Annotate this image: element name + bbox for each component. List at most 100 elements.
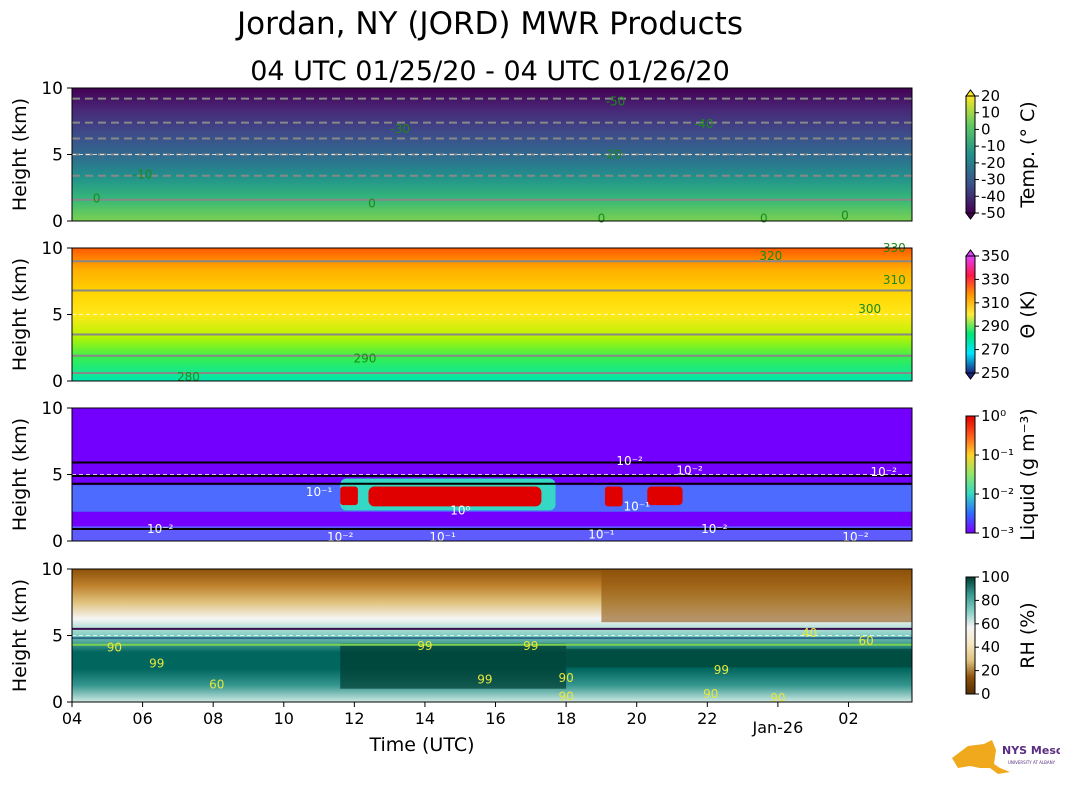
y-tick-label: 0 [52,372,63,392]
colorbar-tick-label: 250 [981,364,1010,382]
contour-label: -20 [602,148,622,162]
contour-label: 0 [368,197,376,211]
colorbar-label: RH (%) [1017,602,1039,668]
contour-label: 10⁻² [701,522,728,536]
x-axis-label: Time (UTC) [368,734,474,756]
colorbar-tick-label: 10⁻² [981,485,1014,503]
contour-label: 99 [417,639,432,653]
contour-label: 99 [714,663,729,677]
colorbar-tick-label: -50 [981,204,1006,222]
contour-label: 10⁻² [616,454,643,468]
contour-label: 99 [477,672,492,686]
contour-label: 99 [523,639,538,653]
contour-label: 60 [209,678,224,692]
colorbar-tick-label: 20 [981,662,1000,680]
colorbar-tick-label: 330 [981,270,1010,288]
colorbar-tick-label: 350 [981,247,1010,265]
colorbar-label: Θ (K) [1017,290,1039,338]
page-title: Jordan, NY (JORD) MWR Products [237,6,743,42]
ny-state-map-icon [952,740,1010,774]
colorbar-tick-label: 270 [981,341,1010,359]
logo-subtext: UNIVERSITY AT ALBANY [1008,760,1056,765]
contour-label: 10⁻² [327,530,354,544]
colorbar-tick-label: 40 [981,638,1000,656]
contour-label: 280 [177,370,200,384]
colorbar-tick-label: -10 [981,137,1006,155]
contour-label: 290 [353,351,376,365]
colorbar [965,415,976,534]
panel-liquid: 10⁻² 10⁻² 10⁻² 10⁻¹ 10⁰ 10⁻¹ 10⁻² 10⁻² 10⁻¹ 10⁻¹ 1… [9,399,1039,552]
contour-label: 90 [703,687,718,701]
colorbar-tick-label: 80 [981,591,1000,609]
x-tick-label: 18 [556,709,576,728]
colorbar-tick-label: -20 [981,154,1006,172]
colorbar [965,95,976,214]
nys-mesonet-logo: NYS Mesonet UNIVERSITY AT ALBANY [950,738,1066,778]
colorbar-tick-label: 20 [981,87,1000,105]
colorbar-tick-label: 310 [981,294,1010,312]
colorbar-label: Liquid (g m⁻³) [1017,408,1039,540]
colorbar-tick-label: 0 [981,685,991,703]
contour-label: 90 [107,640,122,654]
contour-label: 40 [802,626,817,640]
x-tick-label: 20 [627,709,647,728]
contour-label: 10⁻¹ [623,499,650,513]
y-axis-label: Height (km) [9,418,31,531]
contour-label: 10⁻¹ [588,527,615,541]
colorbar-tick-label: 10⁰ [981,407,1006,425]
y-axis-label: Height (km) [9,98,31,211]
x-tick-label: 06 [132,709,152,728]
y-axis-label: Height (km) [9,258,31,371]
y-tick-label: 10 [41,239,63,259]
y-tick-label: 5 [52,146,63,166]
contour-label: 0 [93,191,101,205]
y-tick-label: 0 [52,693,63,713]
contour-label: 10⁻² [147,522,174,536]
colorbar-tick-label: 290 [981,317,1010,335]
contour-label: 99 [149,656,164,670]
y-tick-label: 0 [52,532,63,552]
x-tick-label: Jan-26 [751,718,803,737]
contour-label: 300 [858,302,881,316]
y-axis-label: Height (km) [9,579,31,692]
colorbar-tick-label: 10⁻¹ [981,446,1014,464]
y-tick-label: 5 [52,627,63,647]
contour-label: 0 [598,211,606,225]
contour-label: 0 [760,211,768,225]
contour-label: 10⁻² [871,465,898,479]
y-tick-label: 5 [52,466,63,486]
x-tick-label: 22 [697,709,717,728]
x-tick-label: 04 [62,709,82,728]
contour-label: 10⁻² [842,530,869,544]
x-tick-label: 10 [274,709,294,728]
colorbar-tick-label: -40 [981,187,1006,205]
colorbar-tick-label: -30 [981,171,1006,189]
x-tick-label: 08 [203,709,223,728]
contour-label: 90 [558,671,573,685]
contour-label: 90 [558,690,573,704]
colorbar-label: Temp. (° C) [1017,101,1039,208]
colorbar [965,576,976,695]
contour-label: -50 [606,94,626,108]
chart-subtitle: 04 UTC 01/25/20 - 04 UTC 01/26/20 [250,56,730,87]
x-tick-label: 14 [415,709,435,728]
contour-label: 60 [858,634,873,648]
colorbar-tick-label: 0 [981,120,991,138]
colorbar-tick-label: 10⁻³ [981,524,1014,542]
contour-label: 320 [759,249,782,263]
y-tick-label: 10 [41,79,63,99]
colorbar-tick-label: 60 [981,615,1000,633]
contour-label: 310 [883,273,906,287]
x-tick-label: 16 [485,709,505,728]
colorbar [965,255,976,374]
contour-label: 10⁻² [676,464,703,478]
contour-label: 10⁻¹ [306,485,333,499]
contour-label: -10 [133,167,153,181]
contour-label: 10⁰ [450,503,470,517]
y-tick-label: 0 [52,212,63,232]
x-tick-label: 02 [838,709,858,728]
